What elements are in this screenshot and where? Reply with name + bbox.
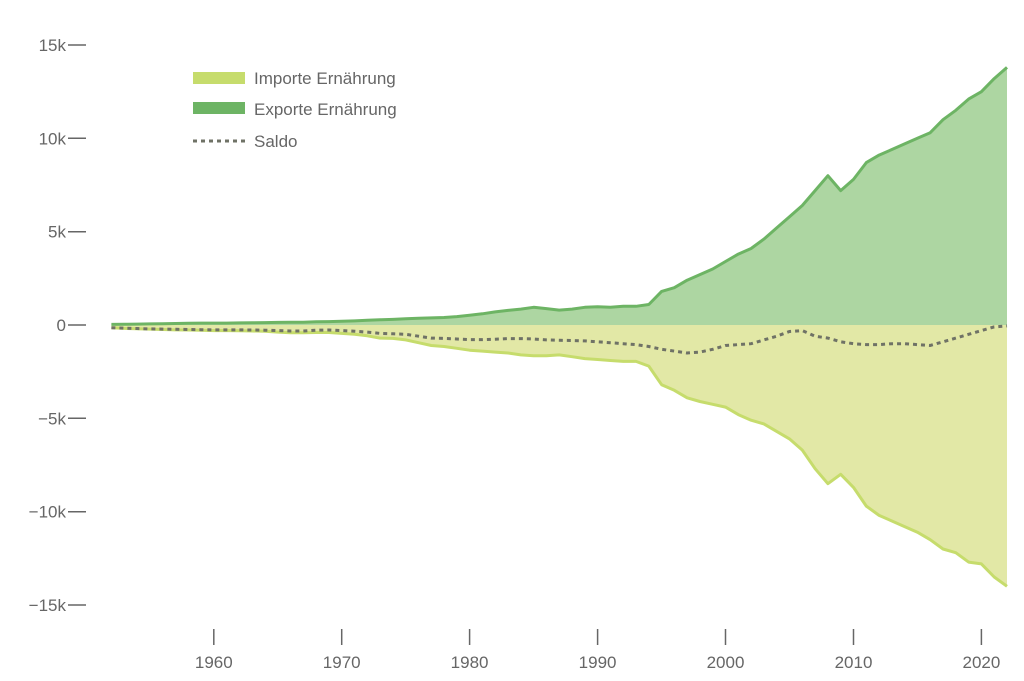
- legend-label-exports: Exporte Ernährung: [254, 100, 397, 119]
- x-tick-label: 2020: [962, 653, 1000, 672]
- exports-area: [111, 67, 1007, 326]
- legend: Importe Ernährung Exporte Ernährung Sald…: [193, 69, 397, 151]
- legend-item-exports: Exporte Ernährung: [193, 100, 397, 119]
- x-tick-label: 1960: [195, 653, 233, 672]
- y-tick-label: −15k: [29, 596, 67, 615]
- y-tick-label: 10k: [39, 129, 67, 148]
- y-tick-label: 15k: [39, 36, 67, 55]
- y-tick-label: −10k: [29, 503, 67, 522]
- imports-area: [111, 325, 1007, 587]
- x-axis: 1960 1970 1980 1990 2000 2010 2020: [195, 629, 1000, 672]
- legend-swatch-exports: [193, 102, 245, 114]
- y-tick-label: −5k: [38, 409, 66, 428]
- saldo-line: [111, 324, 1008, 355]
- legend-swatch-imports: [193, 72, 245, 84]
- legend-label-imports: Importe Ernährung: [254, 69, 396, 88]
- exports-line: [111, 66, 1008, 326]
- legend-item-imports: Importe Ernährung: [193, 69, 396, 88]
- x-tick-label: 1980: [451, 653, 489, 672]
- x-tick-label: 1970: [323, 653, 361, 672]
- x-tick-label: 2000: [707, 653, 745, 672]
- y-tick-label: 0: [57, 316, 66, 335]
- y-axis: 15k 10k 5k 0 −5k −10k −15k: [29, 36, 86, 615]
- legend-label-saldo: Saldo: [254, 132, 297, 151]
- x-tick-label: 1990: [579, 653, 617, 672]
- y-tick-label: 5k: [48, 223, 66, 242]
- x-tick-label: 2010: [835, 653, 873, 672]
- imports-line: [111, 326, 1008, 588]
- legend-item-saldo: Saldo: [193, 132, 297, 151]
